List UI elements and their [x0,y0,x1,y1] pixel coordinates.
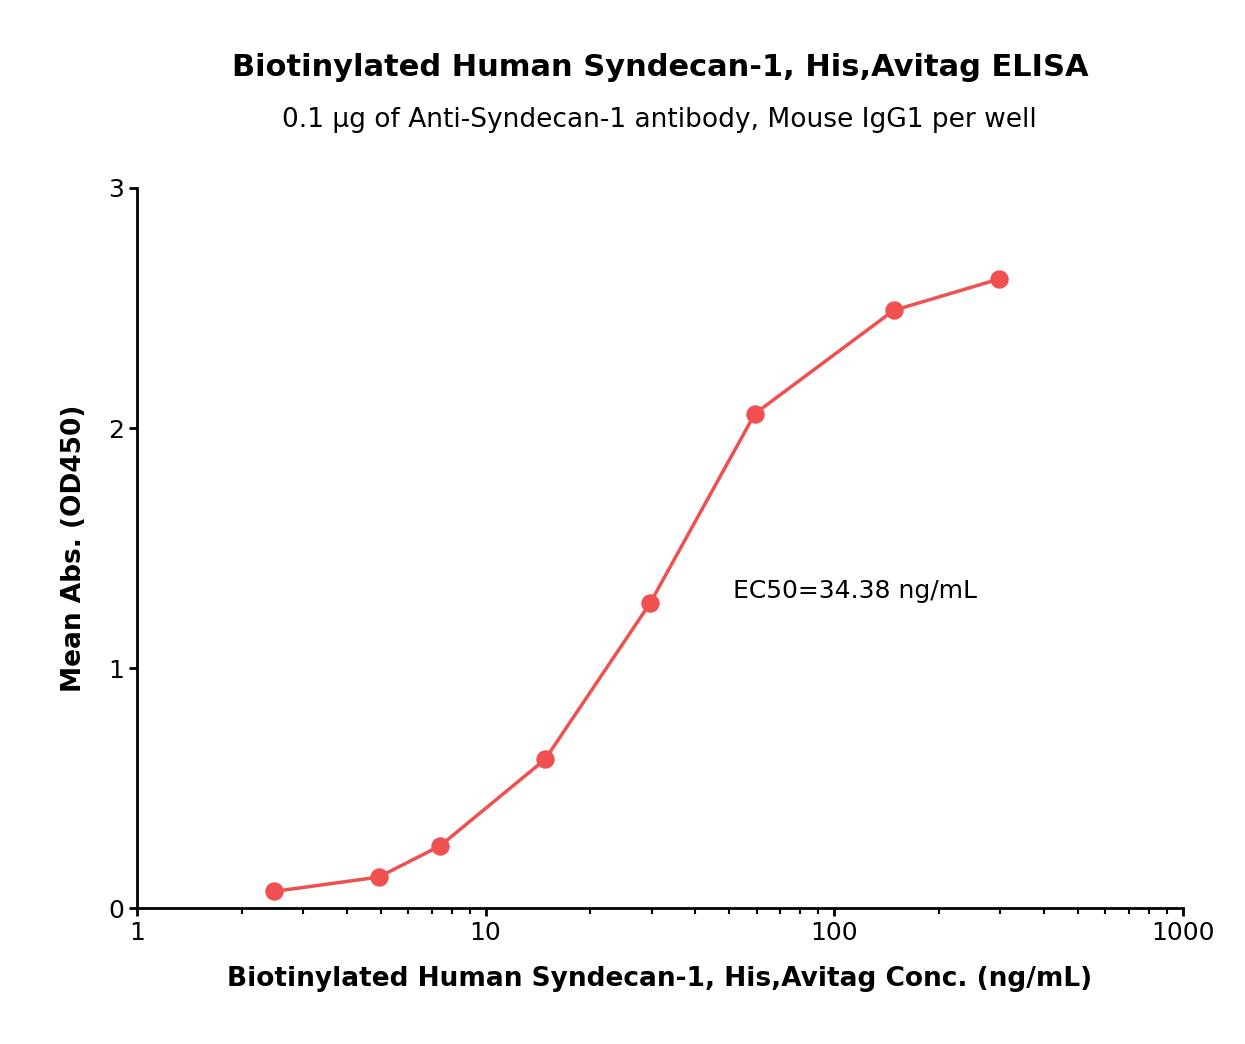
Point [884,302,904,318]
Point [264,883,284,900]
Text: Biotinylated Human Syndecan-1, His,Avitag ELISA: Biotinylated Human Syndecan-1, His,Avita… [232,53,1088,82]
Point [745,405,764,422]
Y-axis label: Mean Abs. (OD450): Mean Abs. (OD450) [61,404,87,692]
Point [369,869,388,885]
Point [989,270,1008,287]
Point [640,595,660,612]
Text: EC50=34.38 ng/mL: EC50=34.38 ng/mL [733,579,977,603]
X-axis label: Biotinylated Human Syndecan-1, His,Avitag Conc. (ng/mL): Biotinylated Human Syndecan-1, His,Avita… [228,967,1092,992]
Point [430,837,449,854]
Point [535,751,555,767]
Text: 0.1 μg of Anti-Syndecan-1 antibody, Mouse IgG1 per well: 0.1 μg of Anti-Syndecan-1 antibody, Mous… [283,108,1037,133]
